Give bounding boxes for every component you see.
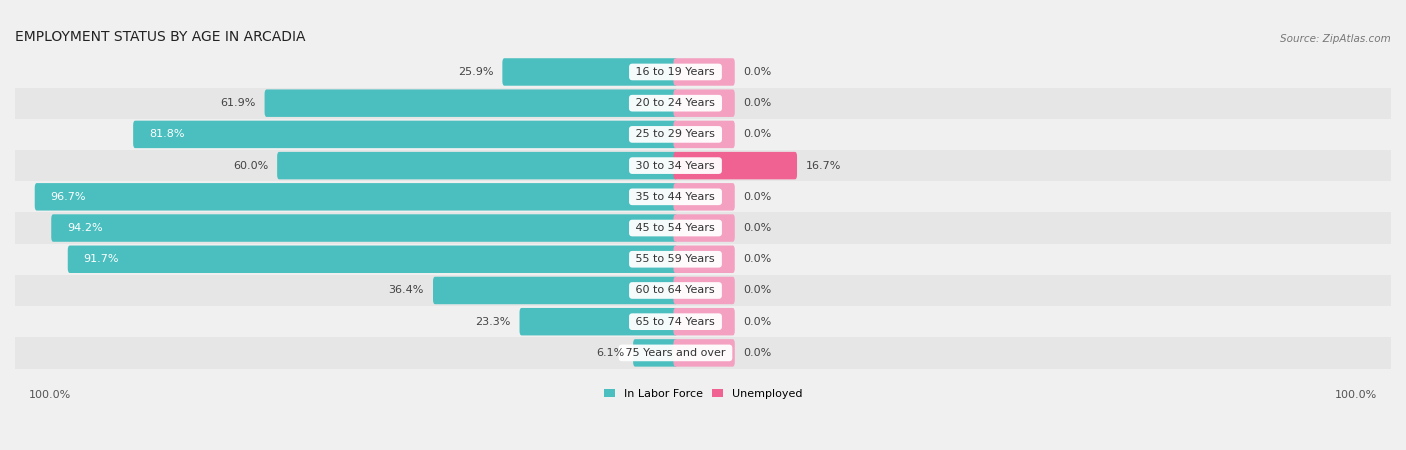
Bar (15, 119, 1391, 150)
FancyBboxPatch shape (633, 339, 678, 367)
Text: 6.1%: 6.1% (596, 348, 624, 358)
Bar (15, 243, 1391, 275)
Text: 25.9%: 25.9% (458, 67, 494, 77)
Text: 35 to 44 Years: 35 to 44 Years (633, 192, 718, 202)
Text: 0.0%: 0.0% (744, 254, 772, 264)
Bar (15, 181, 1391, 212)
FancyBboxPatch shape (673, 246, 735, 273)
Text: 25 to 29 Years: 25 to 29 Years (633, 130, 718, 140)
Text: 0.0%: 0.0% (744, 317, 772, 327)
Bar (15, 88, 1391, 119)
Bar (15, 306, 1391, 338)
Text: 0.0%: 0.0% (744, 67, 772, 77)
FancyBboxPatch shape (673, 214, 735, 242)
Text: 20 to 24 Years: 20 to 24 Years (633, 98, 718, 108)
FancyBboxPatch shape (264, 90, 678, 117)
FancyBboxPatch shape (673, 277, 735, 304)
Text: 36.4%: 36.4% (388, 285, 425, 296)
FancyBboxPatch shape (520, 308, 678, 335)
Bar (15, 150, 1391, 181)
FancyBboxPatch shape (673, 308, 735, 335)
FancyBboxPatch shape (35, 183, 678, 211)
FancyBboxPatch shape (433, 277, 678, 304)
FancyBboxPatch shape (673, 183, 735, 211)
Text: 16.7%: 16.7% (806, 161, 841, 171)
Text: 0.0%: 0.0% (744, 223, 772, 233)
Text: 16 to 19 Years: 16 to 19 Years (633, 67, 718, 77)
FancyBboxPatch shape (134, 121, 678, 148)
Bar (15, 338, 1391, 369)
FancyBboxPatch shape (277, 152, 678, 180)
Text: 0.0%: 0.0% (744, 192, 772, 202)
Text: 100.0%: 100.0% (1334, 390, 1378, 400)
Text: 0.0%: 0.0% (744, 285, 772, 296)
Text: 60.0%: 60.0% (233, 161, 269, 171)
FancyBboxPatch shape (673, 58, 735, 86)
Text: 23.3%: 23.3% (475, 317, 510, 327)
Bar (15, 275, 1391, 306)
FancyBboxPatch shape (673, 339, 735, 367)
Text: EMPLOYMENT STATUS BY AGE IN ARCADIA: EMPLOYMENT STATUS BY AGE IN ARCADIA (15, 30, 305, 44)
Bar (15, 56, 1391, 88)
Text: 81.8%: 81.8% (149, 130, 184, 140)
Text: Source: ZipAtlas.com: Source: ZipAtlas.com (1281, 34, 1391, 44)
Text: 91.7%: 91.7% (83, 254, 120, 264)
Text: 60 to 64 Years: 60 to 64 Years (633, 285, 718, 296)
Text: 96.7%: 96.7% (51, 192, 86, 202)
FancyBboxPatch shape (673, 121, 735, 148)
Text: 100.0%: 100.0% (28, 390, 72, 400)
FancyBboxPatch shape (51, 214, 678, 242)
FancyBboxPatch shape (67, 246, 678, 273)
Text: 65 to 74 Years: 65 to 74 Years (633, 317, 718, 327)
Text: 0.0%: 0.0% (744, 348, 772, 358)
FancyBboxPatch shape (502, 58, 678, 86)
Text: 55 to 59 Years: 55 to 59 Years (633, 254, 718, 264)
Legend: In Labor Force, Unemployed: In Labor Force, Unemployed (599, 385, 807, 404)
FancyBboxPatch shape (673, 152, 797, 180)
Bar (15, 212, 1391, 243)
Text: 75 Years and over: 75 Years and over (621, 348, 728, 358)
Text: 30 to 34 Years: 30 to 34 Years (633, 161, 718, 171)
Text: 61.9%: 61.9% (221, 98, 256, 108)
Text: 45 to 54 Years: 45 to 54 Years (633, 223, 718, 233)
FancyBboxPatch shape (673, 90, 735, 117)
Text: 0.0%: 0.0% (744, 130, 772, 140)
Text: 0.0%: 0.0% (744, 98, 772, 108)
Text: 94.2%: 94.2% (67, 223, 103, 233)
